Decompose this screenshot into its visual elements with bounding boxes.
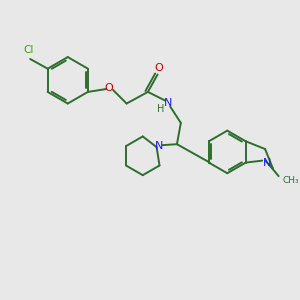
Text: Cl: Cl — [23, 45, 34, 55]
Text: H: H — [157, 104, 164, 114]
Text: CH₃: CH₃ — [283, 176, 299, 185]
Text: N: N — [263, 158, 271, 168]
Text: O: O — [154, 63, 163, 73]
Text: N: N — [164, 98, 172, 108]
Text: N: N — [155, 141, 164, 151]
Text: O: O — [105, 83, 114, 93]
